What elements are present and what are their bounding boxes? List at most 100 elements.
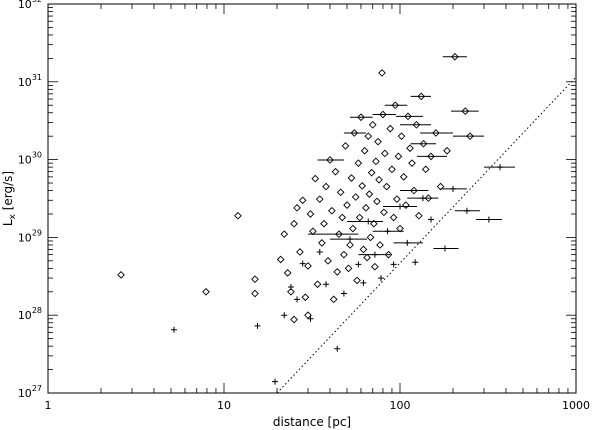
data-point-plus bbox=[316, 248, 323, 255]
data-point-diamond bbox=[393, 195, 401, 204]
data-point-diamond bbox=[353, 276, 361, 285]
data-point-diamond bbox=[427, 152, 435, 161]
data-point-plus bbox=[347, 236, 354, 243]
data-point-diamond bbox=[375, 175, 383, 184]
data-point-diamond bbox=[338, 213, 347, 222]
data-point-diamond bbox=[394, 152, 403, 161]
data-point-diamond bbox=[293, 203, 301, 212]
data-point-plus bbox=[371, 251, 378, 258]
data-point-plus bbox=[307, 315, 314, 322]
data-point-diamond bbox=[304, 262, 312, 270]
data-point-plus bbox=[497, 164, 504, 171]
x-tick-label: 100 bbox=[390, 399, 411, 412]
y-axis-title-rest: [erg/s] bbox=[1, 171, 15, 214]
data-point-diamond bbox=[362, 203, 370, 212]
data-point-plus bbox=[360, 279, 367, 286]
y-tick-label: 1032 bbox=[18, 0, 42, 11]
data-point-diamond bbox=[382, 182, 391, 191]
data-point-diamond bbox=[399, 173, 408, 181]
data-point-diamond bbox=[324, 256, 332, 265]
data-point-diamond bbox=[432, 129, 440, 137]
data-point-diamond bbox=[461, 107, 470, 115]
data-point-diamond bbox=[380, 208, 388, 217]
data-point-diamond bbox=[251, 289, 259, 298]
data-point-diamond bbox=[298, 196, 307, 205]
x-tick-label: 10 bbox=[217, 399, 231, 412]
data-point-diamond bbox=[404, 112, 412, 121]
data-point-diamond bbox=[318, 239, 326, 247]
data-point-diamond bbox=[296, 248, 304, 256]
data-point-plus bbox=[485, 216, 492, 223]
data-point-diamond bbox=[436, 182, 445, 191]
data-point-plus bbox=[390, 261, 397, 268]
data-point-diamond bbox=[402, 201, 410, 209]
data-point-plus bbox=[419, 195, 426, 202]
data-point-diamond bbox=[373, 197, 381, 206]
data-point-diamond bbox=[415, 211, 423, 220]
y-tick-label-exponent: 31 bbox=[32, 73, 42, 82]
data-point-diamond bbox=[388, 165, 396, 174]
data-point-diamond bbox=[290, 315, 298, 324]
data-point-diamond bbox=[424, 194, 433, 202]
data-point-diamond bbox=[326, 156, 334, 164]
data-point-diamond bbox=[328, 206, 336, 215]
y-tick-label-base: 10 bbox=[18, 154, 32, 167]
data-point-plus bbox=[334, 345, 341, 352]
marks-layer bbox=[117, 52, 576, 393]
data-point-diamond bbox=[351, 193, 360, 201]
data-point-diamond bbox=[357, 113, 365, 122]
data-point-plus bbox=[441, 245, 448, 252]
data-point-diamond bbox=[421, 165, 430, 174]
reference-line bbox=[276, 76, 576, 393]
data-point-diamond bbox=[234, 211, 242, 220]
data-point-diamond bbox=[360, 146, 369, 155]
y-tick-label-base: 10 bbox=[18, 387, 32, 400]
data-point-diamond bbox=[331, 167, 340, 176]
y-tick-label: 1030 bbox=[18, 151, 42, 167]
y-tick-label: 1028 bbox=[18, 306, 42, 322]
data-point-diamond bbox=[311, 174, 320, 183]
data-point-diamond bbox=[117, 271, 125, 279]
data-point-plus bbox=[355, 261, 362, 268]
data-point-diamond bbox=[384, 250, 393, 259]
y-tick-label-exponent: 28 bbox=[32, 306, 42, 315]
data-point-diamond bbox=[322, 182, 330, 191]
data-point-diamond bbox=[276, 255, 285, 264]
data-point-diamond bbox=[340, 250, 348, 259]
data-point-diamond bbox=[412, 120, 421, 129]
data-point-diamond bbox=[368, 120, 377, 129]
data-point-plus bbox=[378, 275, 385, 282]
data-point-plus bbox=[171, 326, 178, 333]
y-axis-title: Lx [erg/s] bbox=[1, 171, 18, 226]
data-point-diamond bbox=[410, 186, 418, 195]
data-point-diamond bbox=[290, 219, 298, 228]
data-point-diamond bbox=[365, 190, 374, 198]
data-point-diamond bbox=[397, 132, 406, 141]
y-tick-label-base: 10 bbox=[18, 309, 32, 322]
data-point-diamond bbox=[389, 213, 398, 222]
data-point-diamond bbox=[366, 233, 375, 242]
data-point-diamond bbox=[202, 287, 210, 296]
data-point-diamond bbox=[344, 264, 353, 273]
y-axis-title-subscript: x bbox=[8, 213, 18, 219]
data-point-diamond bbox=[306, 210, 315, 218]
y-tick-label-base: 10 bbox=[18, 76, 32, 89]
data-point-diamond bbox=[371, 262, 379, 271]
data-point-diamond bbox=[341, 142, 350, 150]
data-point-diamond bbox=[372, 157, 380, 166]
y-tick-label-base: 10 bbox=[18, 0, 32, 11]
data-point-diamond bbox=[379, 110, 387, 119]
data-point-plus bbox=[287, 284, 294, 291]
data-point-diamond bbox=[320, 219, 328, 228]
data-point-plus bbox=[340, 290, 347, 297]
data-point-diamond bbox=[251, 275, 259, 284]
data-point-diamond bbox=[313, 280, 322, 289]
data-point-diamond bbox=[358, 182, 367, 190]
plot-frame bbox=[47, 3, 577, 394]
data-point-plus bbox=[449, 185, 456, 192]
data-point-diamond bbox=[354, 159, 363, 167]
y-tick-label-base: 10 bbox=[18, 231, 32, 244]
data-point-plus bbox=[272, 378, 279, 385]
y-tick-label: 1029 bbox=[18, 228, 42, 244]
